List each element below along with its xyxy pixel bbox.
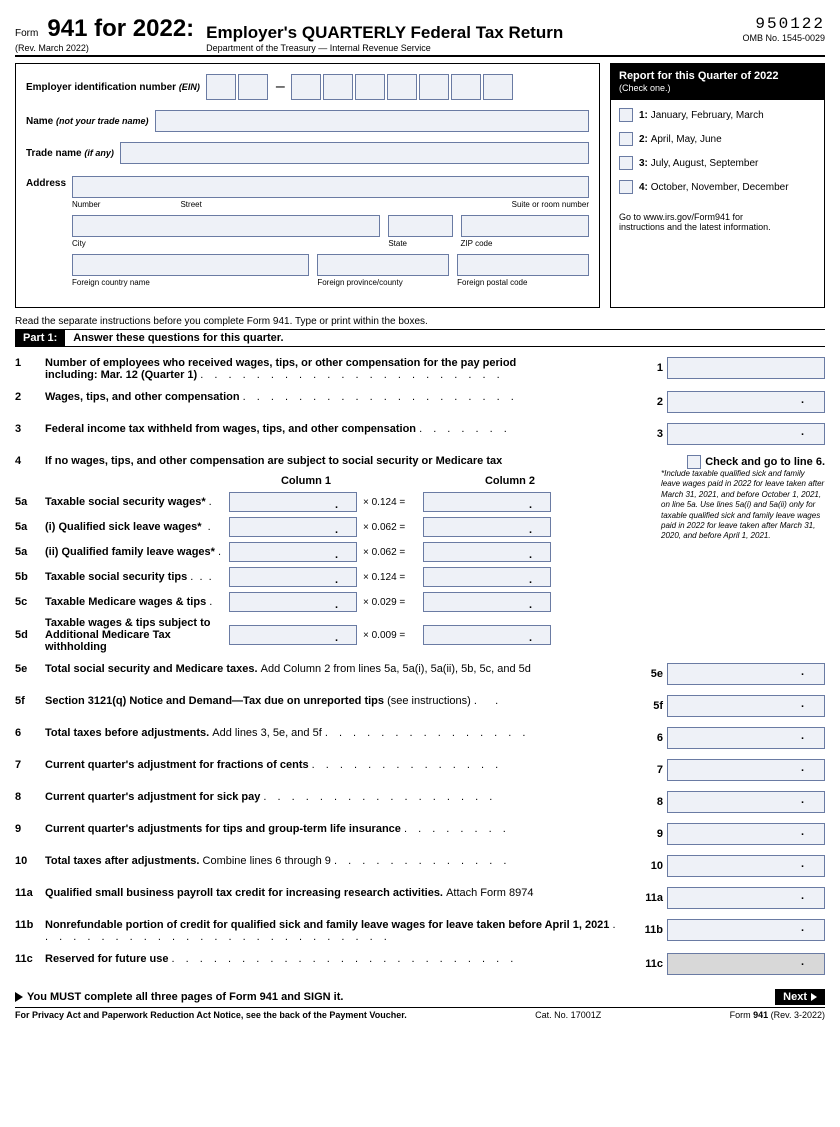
footer-must: You MUST complete all three pages of For… [27, 991, 343, 1003]
line-1-num: 1 [15, 357, 45, 369]
form-title: Employer's QUARTERLY Federal Tax Return [206, 23, 563, 43]
line-5-note: *Include taxable qualified sick and fami… [661, 469, 825, 542]
ein-digit-5[interactable] [355, 74, 385, 100]
trade-name-input[interactable] [120, 142, 589, 164]
line-5c-col1[interactable]: . [229, 592, 357, 612]
form-header: Form 941 for 2022: (Rev. March 2022) Emp… [15, 15, 825, 57]
instructions-line: Read the separate instructions before yo… [15, 316, 825, 327]
foreign-country-input[interactable] [72, 254, 309, 276]
line-4-checkbox[interactable] [687, 455, 701, 469]
line-3-input[interactable]: . [667, 423, 825, 445]
line-6-input[interactable]: . [667, 727, 825, 749]
quarter-1-checkbox[interactable] [619, 108, 633, 122]
line-5e-input[interactable]: . [667, 663, 825, 685]
line-5aii-col2[interactable]: . [423, 542, 551, 562]
line-5c-col2[interactable]: . [423, 592, 551, 612]
address-label: Address [26, 178, 66, 189]
quarter-box: Report for this Quarter of 2022(Check on… [610, 63, 825, 308]
omb-number: OMB No. 1545-0029 [742, 33, 825, 43]
ein-digit-1[interactable] [206, 74, 236, 100]
line-5f-input[interactable]: . [667, 695, 825, 717]
line-11a-input[interactable]: . [667, 887, 825, 909]
line-7-input[interactable]: . [667, 759, 825, 781]
zip-input[interactable] [461, 215, 589, 237]
triangle-icon [15, 992, 23, 1002]
ein-digit-2[interactable] [238, 74, 268, 100]
ein-digit-6[interactable] [387, 74, 417, 100]
line-5d-col2[interactable]: . [423, 625, 551, 645]
ein-digit-8[interactable] [451, 74, 481, 100]
ein-digit-9[interactable] [483, 74, 513, 100]
line-5ai-col2[interactable]: . [423, 517, 551, 537]
part-1-bar: Part 1: Answer these questions for this … [15, 329, 825, 347]
name-label: Name (not your trade name) [26, 116, 149, 127]
line-5aii-col1[interactable]: . [229, 542, 357, 562]
city-input[interactable] [72, 215, 380, 237]
quarter-info: Go to www.irs.gov/Form941 forinstruction… [611, 212, 824, 240]
quarter-2-checkbox[interactable] [619, 132, 633, 146]
form-word: Form [15, 28, 38, 39]
trade-label: Trade name (if any) [26, 148, 114, 159]
quarter-header: Report for this Quarter of 2022(Check on… [611, 64, 824, 100]
form-revision: (Rev. March 2022) [15, 43, 200, 53]
line-10-input[interactable]: . [667, 855, 825, 877]
bottom-bar: For Privacy Act and Paperwork Reduction … [15, 1007, 825, 1020]
foreign-province-input[interactable] [317, 254, 449, 276]
line-5b-col1[interactable]: . [229, 567, 357, 587]
line-2-input[interactable]: . [667, 391, 825, 413]
line-1-input[interactable] [667, 357, 825, 379]
ein-label: Employer identification number (EIN) [26, 82, 200, 93]
line-8-input[interactable]: . [667, 791, 825, 813]
line-11c-input[interactable]: . [667, 953, 825, 975]
ein-digit-4[interactable] [323, 74, 353, 100]
form-number: 941 for 2022: [47, 15, 194, 42]
line-5d-col1[interactable]: . [229, 625, 357, 645]
foreign-postal-input[interactable] [457, 254, 589, 276]
line-11b-input[interactable]: . [667, 919, 825, 941]
line-5a-col1[interactable]: . [229, 492, 357, 512]
employer-info-box: Employer identification number (EIN) – N… [15, 63, 600, 308]
line-5ai-col1[interactable]: . [229, 517, 357, 537]
line-5b-col2[interactable]: . [423, 567, 551, 587]
line-9-input[interactable]: . [667, 823, 825, 845]
ein-digit-7[interactable] [419, 74, 449, 100]
arrow-icon [811, 993, 817, 1001]
line-5a-col2[interactable]: . [423, 492, 551, 512]
ocr-code: 950122 [742, 15, 825, 33]
address-street-input[interactable] [72, 176, 589, 198]
dept-line: Department of the Treasury — Internal Re… [206, 43, 563, 53]
quarter-4-checkbox[interactable] [619, 180, 633, 194]
next-button[interactable]: Next [775, 989, 825, 1005]
quarter-3-checkbox[interactable] [619, 156, 633, 170]
state-input[interactable] [388, 215, 452, 237]
ein-digit-3[interactable] [291, 74, 321, 100]
name-input[interactable] [155, 110, 589, 132]
